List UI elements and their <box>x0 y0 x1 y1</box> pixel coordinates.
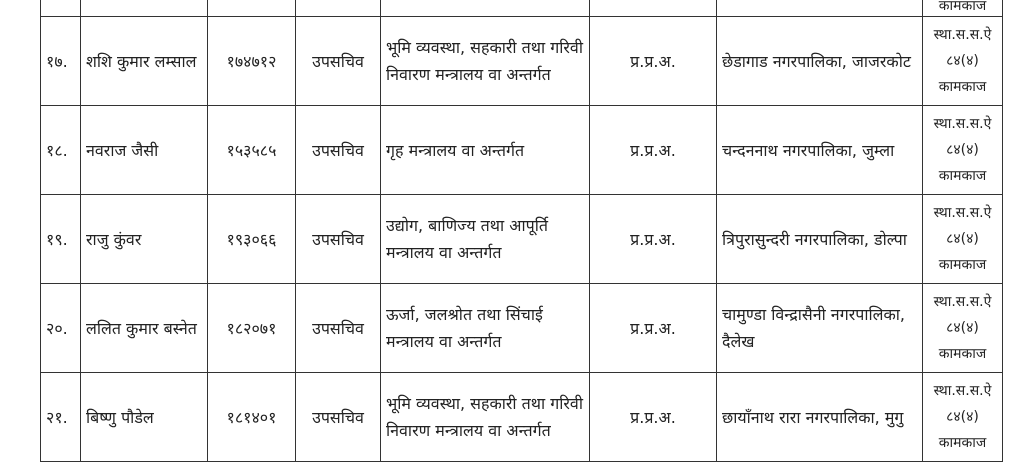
remark-line: स्था.स.स.ऐ <box>933 205 992 221</box>
office-type: प्र.प्र.अ. <box>589 194 717 284</box>
remark-line: कामकाज <box>938 79 987 95</box>
employee-name: नवराज जैसी <box>80 105 208 195</box>
remark-cell: स्था.स.स.ऐ ८४(४) कामकाज <box>922 105 1003 195</box>
remark-cell: स्था.स.स.ऐ ८४(४) कामकाज <box>922 372 1003 462</box>
office: छेडागाड नगरपालिका, जाजरकोट <box>716 16 923 106</box>
ministry: गृह मन्त्रालय वा अन्तर्गत <box>380 105 590 195</box>
remark-line: कामकाज <box>938 168 987 184</box>
employee-name: बिष्णु पौडेल <box>80 372 208 462</box>
post: उपसचिव <box>295 372 381 462</box>
remark-line: ८४(४) <box>946 231 979 247</box>
serial-number: २१. <box>40 372 81 462</box>
remark-line: स्था.स.स.ऐ <box>933 294 992 310</box>
ministry: भूमि व्यवस्था, सहकारी तथा गरिवी निवारण म… <box>380 372 590 462</box>
table-row: १८. नवराज जैसी १५३५८५ उपसचिव गृह मन्त्रालय व… <box>40 105 1003 195</box>
employee-id: १७४७१२ <box>207 16 296 106</box>
table-row-partial: कामकाज <box>40 0 1003 17</box>
serial-number: १७. <box>40 16 81 106</box>
remark-line: ८४(४) <box>946 320 979 336</box>
office: छायाँनाथ रारा नगरपालिका, मुगु <box>716 372 923 462</box>
remark-line: कामकाज <box>938 346 987 362</box>
serial-number: १८. <box>40 105 81 195</box>
post: उपसचिव <box>295 194 381 284</box>
remark-cell: स्था.स.स.ऐ ८४(४) कामकाज <box>922 16 1003 106</box>
remark-line: स्था.स.स.ऐ <box>933 27 992 43</box>
remark-line: कामकाज <box>938 257 987 273</box>
office: चन्दननाथ नगरपालिका, जुम्ला <box>716 105 923 195</box>
employee-id: १५३५८५ <box>207 105 296 195</box>
remark-line: कामकाज <box>938 435 987 451</box>
employee-id: १९३०६६ <box>207 194 296 284</box>
remark-line: ८४(४) <box>946 142 979 158</box>
employee-name: ललित कुमार बस्नेत <box>80 283 208 373</box>
employee-id: १८१४०१ <box>207 372 296 462</box>
remark-cell: स्था.स.स.ऐ ८४(४) कामकाज <box>922 283 1003 373</box>
office-type: प्र.प्र.अ. <box>589 372 717 462</box>
employee-name: शशि कुमार लम्साल <box>80 16 208 106</box>
remark-line: स्था.स.स.ऐ <box>933 383 992 399</box>
remark-cell: स्था.स.स.ऐ ८४(४) कामकाज <box>922 194 1003 284</box>
employee-name: राजु कुंवर <box>80 194 208 284</box>
remark-cell: कामकाज <box>922 0 1003 17</box>
ministry: उद्योग, बाणिज्य तथा आपूर्ति मन्त्रालय वा… <box>380 194 590 284</box>
serial-number: १९. <box>40 194 81 284</box>
table-row: २०. ललित कुमार बस्नेत १८२०७१ उपसचिव ऊर्जा, ज… <box>40 283 1003 373</box>
post: उपसचिव <box>295 16 381 106</box>
remark-line: स्था.स.स.ऐ <box>933 116 992 132</box>
office-type: प्र.प्र.अ. <box>589 16 717 106</box>
post: उपसचिव <box>295 105 381 195</box>
office: चामुण्डा विन्द्रासैनी नगरपालिका, दैलेख <box>716 283 923 373</box>
office-type: प्र.प्र.अ. <box>589 283 717 373</box>
post: उपसचिव <box>295 283 381 373</box>
transfer-table: कामकाज १७. शशि कुमार लम्साल १७४७१२ उपसचिव भू… <box>40 0 1003 462</box>
office-type: प्र.प्र.अ. <box>589 105 717 195</box>
remark-line: ८४(४) <box>946 409 979 425</box>
ministry: ऊर्जा, जलश्रोत तथा सिंचाई मन्त्रालय वा अ… <box>380 283 590 373</box>
remark-line: ८४(४) <box>946 53 979 69</box>
table-row: १७. शशि कुमार लम्साल १७४७१२ उपसचिव भूमि व्यव… <box>40 16 1003 106</box>
office: त्रिपुरासुन्दरी नगरपालिका, डोल्पा <box>716 194 923 284</box>
employee-id: १८२०७१ <box>207 283 296 373</box>
table-row: २१. बिष्णु पौडेल १८१४०१ उपसचिव भूमि व्यवस्था… <box>40 372 1003 462</box>
table-row: १९. राजु कुंवर १९३०६६ उपसचिव उद्योग, बाणिज्य… <box>40 194 1003 284</box>
serial-number: २०. <box>40 283 81 373</box>
ministry: भूमि व्यवस्था, सहकारी तथा गरिवी निवारण म… <box>380 16 590 106</box>
